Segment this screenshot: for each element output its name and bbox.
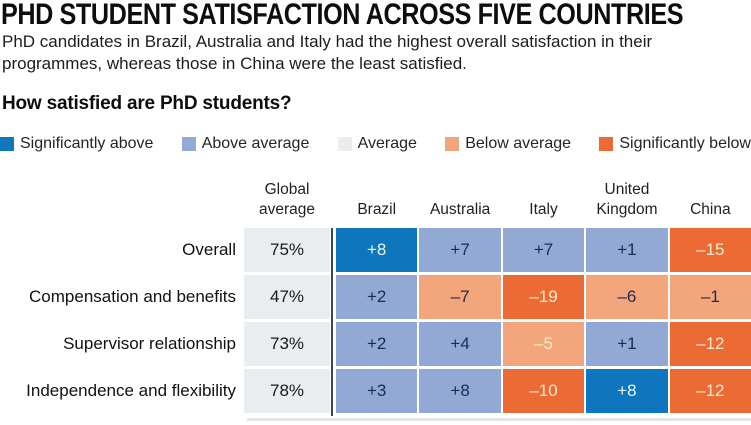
legend-swatch-sig-below	[599, 137, 614, 151]
heatmap-cell: +8	[586, 369, 668, 413]
heatmap-cell: –19	[502, 275, 585, 319]
heatmap-cell: +1	[586, 322, 668, 366]
heatmap-cell: +2	[336, 322, 418, 366]
heatmap-cell: –1	[669, 275, 751, 319]
column-header-china: China	[690, 201, 731, 219]
table-row: Overall 75% +8 +7 +7 +1 –15	[0, 228, 751, 272]
heatmap-cell: –5	[502, 322, 585, 366]
column-header-australia: Australia	[429, 201, 491, 219]
heatmap-cell: –12	[669, 369, 751, 413]
page-title: PHD STUDENT SATISFACTION ACROSS FIVE COU…	[1, 0, 684, 31]
legend-item: Below average	[445, 135, 571, 153]
legend-swatch-below	[445, 137, 460, 151]
legend-swatch-average	[337, 137, 352, 151]
legend-item: Average	[337, 135, 417, 153]
row-label: Independence and flexibility	[26, 381, 236, 400]
heatmap-cell: –15	[669, 228, 751, 272]
legend-swatch-above	[181, 137, 196, 151]
heatmap-cell: –7	[419, 275, 501, 319]
column-header-italy: Italy	[529, 201, 558, 219]
column-header-global-average: Global average	[258, 181, 315, 219]
heatmap-cell: –10	[502, 369, 585, 413]
column-header-brazil: Brazil	[357, 201, 397, 219]
legend-label: Significantly below	[619, 135, 751, 152]
legend-label: Below average	[465, 135, 572, 152]
row-label: Compensation and benefits	[29, 287, 236, 306]
subtitle: PhD candidates in Brazil, Australia and …	[2, 32, 653, 74]
heatmap-cell: –6	[586, 275, 668, 319]
row-label: Overall	[182, 240, 236, 259]
heatmap-cell: +2	[336, 275, 418, 319]
legend: Significantly above Above average Average B…	[0, 135, 751, 153]
global-average-cell: 47%	[244, 275, 330, 319]
legend-swatch-sig-above	[0, 137, 14, 151]
heatmap-table: Overall 75% +8 +7 +7 +1 –15 Compensation and be…	[0, 228, 751, 416]
table-shadow	[247, 418, 751, 421]
row-cells: +2 –7 –19 –6 –1	[336, 275, 751, 319]
table-row: Independence and flexibility 78% +3 +8 –10 +8…	[0, 369, 751, 413]
heatmap-cell: +3	[336, 369, 418, 413]
global-average-cell: 75%	[244, 228, 330, 272]
heatmap-cell: +7	[419, 228, 501, 272]
row-cells: +8 +7 +7 +1 –15	[336, 228, 751, 272]
column-separator	[331, 228, 333, 416]
row-cells: +2 +4 –5 +1 –12	[336, 322, 751, 366]
legend-item: Significantly below	[599, 135, 751, 153]
global-average-cell: 73%	[244, 322, 330, 366]
heatmap-cell: +4	[419, 322, 501, 366]
global-average-cell: 78%	[244, 369, 330, 413]
row-cells: +3 +8 –10 +8 –12	[336, 369, 751, 413]
column-header-united-kingdom: United Kingdom	[596, 181, 658, 219]
legend-item: Above average	[181, 135, 310, 153]
column-headers: Global average Brazil Australia Italy Unite…	[0, 166, 751, 220]
heatmap-cell: +1	[586, 228, 668, 272]
heatmap-cell: +8	[336, 228, 418, 272]
heatmap-cell: +7	[502, 228, 585, 272]
section-heading: How satisfied are PhD students?	[2, 93, 292, 114]
table-row: Supervisor relationship 73% +2 +4 –5 +1 –12	[0, 322, 751, 366]
heatmap-cell: –12	[669, 322, 751, 366]
table-row: Compensation and benefits 47% +2 –7 –19 –6 –1	[0, 275, 751, 319]
heatmap-cell: +8	[419, 369, 501, 413]
legend-label: Average	[357, 135, 417, 152]
legend-label: Above average	[201, 135, 310, 152]
legend-label: Significantly above	[20, 135, 154, 152]
row-label: Supervisor relationship	[63, 334, 236, 353]
legend-item: Significantly above	[0, 135, 153, 153]
